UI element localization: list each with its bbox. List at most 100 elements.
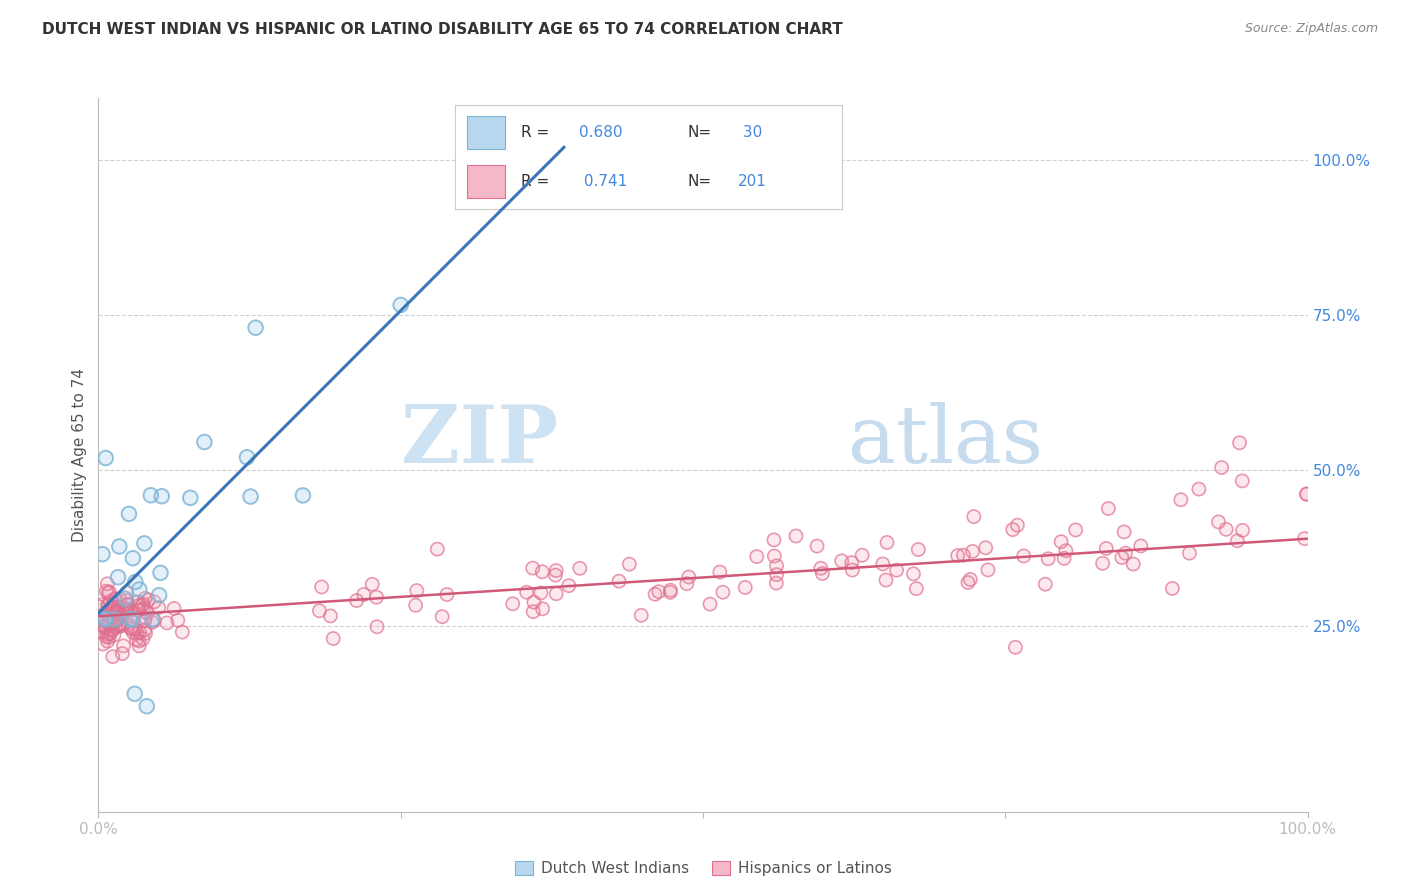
Point — [163, 601, 186, 615]
Point — [112, 639, 135, 653]
Point — [115, 585, 138, 599]
Point — [1295, 487, 1317, 501]
Point — [1091, 557, 1114, 571]
Point — [1161, 582, 1184, 596]
Point — [426, 542, 449, 557]
Point — [134, 611, 156, 625]
Point — [831, 554, 853, 568]
Point — [96, 621, 118, 635]
Point — [110, 610, 132, 624]
Point — [103, 611, 125, 625]
Point — [103, 628, 125, 642]
Point — [104, 591, 127, 606]
Point — [1232, 524, 1254, 538]
Point — [502, 597, 524, 611]
Point — [1114, 546, 1136, 560]
Text: atlas: atlas — [848, 401, 1043, 480]
Point — [1053, 551, 1076, 566]
Point — [110, 617, 132, 632]
Point — [405, 583, 427, 598]
Point — [522, 561, 544, 575]
Point — [117, 606, 139, 620]
Point — [1050, 534, 1073, 549]
Point — [138, 593, 160, 607]
Point — [1038, 551, 1060, 566]
Point — [245, 320, 267, 334]
Point — [94, 450, 117, 465]
Point — [946, 549, 969, 563]
Point — [963, 509, 986, 524]
Point — [405, 599, 427, 613]
Point — [1295, 487, 1317, 501]
Point — [239, 490, 262, 504]
Point — [1112, 524, 1135, 539]
Point — [1122, 557, 1144, 571]
Point — [1215, 522, 1237, 536]
Point — [544, 568, 567, 582]
Point — [763, 549, 786, 563]
Point — [132, 601, 155, 615]
Point — [108, 592, 131, 607]
Point — [1226, 533, 1249, 548]
Point — [765, 567, 787, 582]
Point — [105, 612, 128, 626]
Point — [974, 541, 997, 555]
Point — [101, 649, 124, 664]
Point — [107, 613, 129, 627]
Point — [875, 573, 897, 587]
Point — [143, 613, 166, 627]
Point — [1033, 577, 1056, 591]
Point — [103, 612, 125, 626]
Point — [97, 634, 120, 648]
Point — [97, 598, 120, 612]
Point — [1007, 518, 1029, 533]
Point — [366, 590, 388, 604]
Point — [98, 631, 121, 645]
Point — [630, 608, 652, 623]
Point — [122, 612, 145, 626]
Point — [125, 626, 148, 640]
Point — [872, 557, 894, 571]
Point — [134, 623, 156, 637]
Point — [97, 604, 120, 618]
Point — [90, 609, 112, 624]
Point — [94, 606, 117, 620]
Point — [522, 605, 544, 619]
Point — [134, 536, 156, 550]
Point — [530, 586, 553, 600]
Point — [108, 617, 131, 632]
Point — [734, 581, 756, 595]
Point — [97, 604, 120, 618]
Point — [1178, 546, 1201, 560]
Text: ZIP: ZIP — [401, 401, 558, 480]
Point — [124, 623, 146, 637]
Point — [136, 606, 159, 620]
Point — [179, 491, 201, 505]
Point — [104, 591, 127, 606]
Point — [96, 630, 118, 644]
Point — [97, 607, 120, 622]
Point — [120, 622, 142, 636]
Point — [124, 687, 146, 701]
Point — [150, 489, 173, 503]
Point — [93, 611, 115, 625]
Point — [952, 548, 974, 562]
Point — [128, 624, 150, 639]
Point — [806, 539, 828, 553]
Point — [108, 619, 131, 633]
Point — [962, 544, 984, 558]
Point — [1007, 518, 1029, 533]
Point — [1232, 474, 1254, 488]
Point — [1208, 515, 1230, 529]
Point — [1170, 492, 1192, 507]
Point — [103, 628, 125, 642]
Point — [96, 576, 118, 591]
Point — [108, 540, 131, 554]
Point — [811, 566, 834, 581]
Point — [148, 600, 170, 615]
Point — [125, 626, 148, 640]
Point — [619, 557, 641, 571]
Point — [139, 488, 162, 502]
Point — [426, 542, 449, 557]
Point — [1054, 543, 1077, 558]
